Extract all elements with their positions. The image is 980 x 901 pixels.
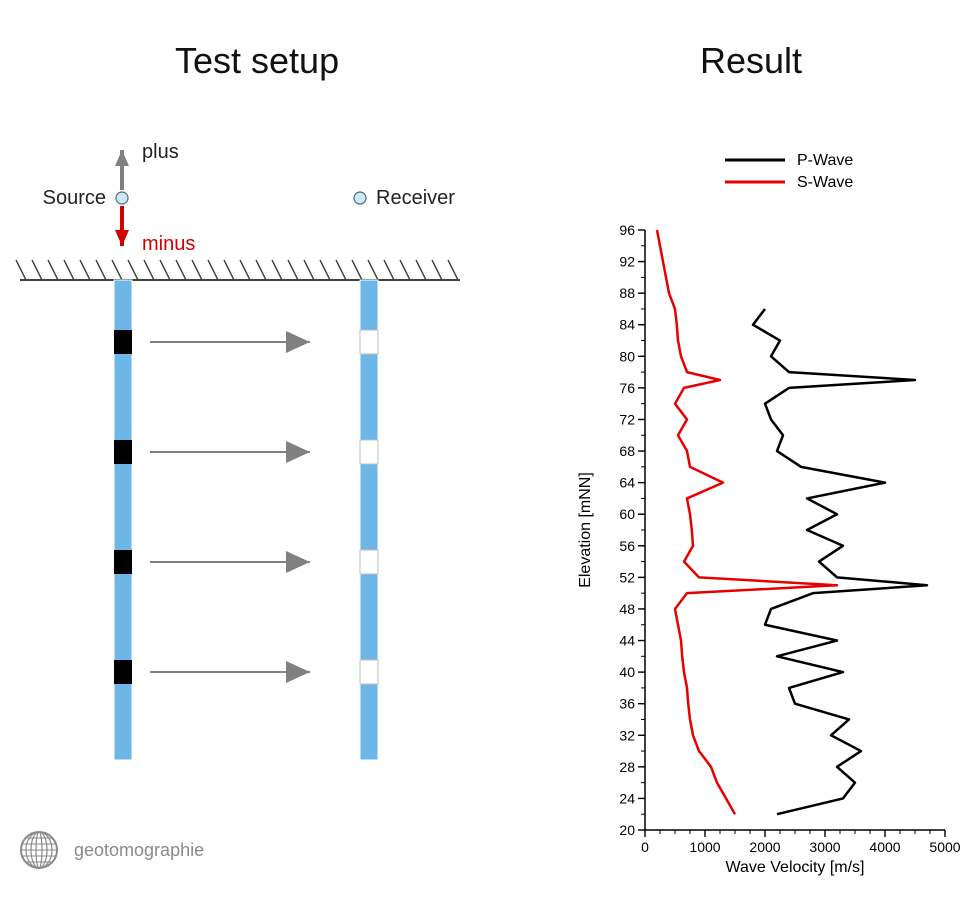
title-right: Result [700, 40, 802, 82]
svg-text:Wave Velocity [m/s]: Wave Velocity [m/s] [726, 859, 865, 876]
globe-icon [18, 829, 60, 871]
svg-text:76: 76 [619, 380, 635, 396]
svg-text:0: 0 [641, 839, 649, 855]
svg-text:Receiver: Receiver [376, 187, 455, 209]
svg-text:minus: minus [142, 233, 195, 255]
svg-text:36: 36 [619, 696, 635, 712]
result-chart: 20 24 28 32 36 40 44 48 52 56 60 64 68 72 76 80 84 88 92 96… [555, 140, 975, 900]
svg-text:52: 52 [619, 569, 635, 585]
svg-text:5000: 5000 [929, 839, 960, 855]
svg-text:2000: 2000 [749, 839, 780, 855]
svg-text:32: 32 [619, 727, 635, 743]
svg-text:80: 80 [619, 348, 635, 364]
svg-text:64: 64 [619, 475, 635, 491]
svg-text:84: 84 [619, 317, 635, 333]
svg-text:28: 28 [619, 759, 635, 775]
svg-text:S-Wave: S-Wave [797, 174, 853, 191]
svg-text:96: 96 [619, 222, 635, 238]
test-setup-diagram: plus minus Source Receiver [10, 120, 510, 840]
svg-text:1000: 1000 [689, 839, 720, 855]
svg-text:88: 88 [619, 285, 635, 301]
svg-text:Elevation [mNN]: Elevation [mNN] [577, 472, 594, 588]
svg-text:72: 72 [619, 411, 635, 427]
svg-text:68: 68 [619, 443, 635, 459]
svg-text:48: 48 [619, 601, 635, 617]
title-left: Test setup [175, 40, 339, 82]
svg-text:92: 92 [619, 254, 635, 270]
svg-text:P-Wave: P-Wave [797, 152, 853, 169]
brand-label: geotomographie [74, 840, 204, 861]
svg-text:plus: plus [142, 141, 179, 163]
brand-footer: geotomographie [18, 829, 204, 871]
svg-text:44: 44 [619, 633, 635, 649]
svg-text:3000: 3000 [809, 839, 840, 855]
svg-text:24: 24 [619, 790, 635, 806]
svg-text:40: 40 [619, 664, 635, 680]
svg-text:4000: 4000 [869, 839, 900, 855]
svg-text:Source: Source [43, 187, 106, 209]
svg-text:56: 56 [619, 538, 635, 554]
svg-text:60: 60 [619, 506, 635, 522]
svg-text:20: 20 [619, 822, 635, 838]
